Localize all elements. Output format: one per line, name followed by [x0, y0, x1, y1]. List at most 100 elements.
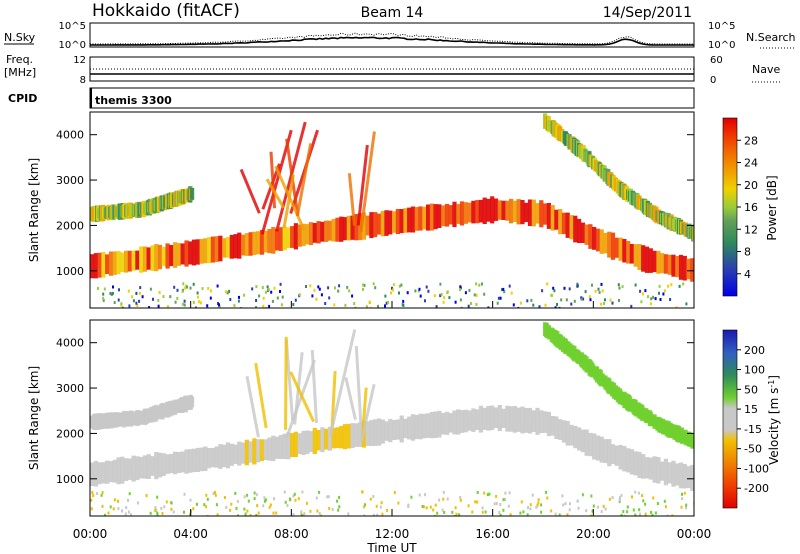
velocity-cell [537, 501, 540, 505]
power-cell [233, 234, 238, 259]
power-cell [475, 200, 480, 224]
power-arc [356, 144, 369, 226]
velocity-cell [504, 491, 507, 495]
power-cell [464, 291, 467, 295]
noise-sky-label: N.Sky [4, 31, 36, 44]
power-cell [538, 305, 541, 308]
velocity-cell [104, 513, 106, 516]
velocity-cell [690, 464, 694, 491]
velocity-cell [437, 410, 442, 438]
power-cell [346, 285, 349, 289]
velocity-cell [229, 443, 234, 466]
velocity-cell [438, 498, 441, 502]
velocity-cell [107, 511, 110, 515]
velocity-cell [568, 508, 571, 512]
power-cell [576, 282, 579, 286]
velocity-cell [172, 510, 175, 514]
power-cell [334, 286, 336, 290]
velocity-cell [481, 506, 484, 510]
velocity-cell [452, 410, 457, 435]
nave-tick-top: 60 [710, 55, 723, 66]
power-arc [295, 143, 313, 217]
velocity-cell [386, 508, 389, 512]
power-cell [354, 214, 359, 241]
power-cell [196, 291, 199, 295]
power-cell [225, 290, 227, 294]
velocity-cell [685, 503, 688, 507]
velocity-cell [650, 511, 653, 514]
power-cell [459, 285, 462, 289]
velocity-cell [315, 496, 318, 500]
velocity-cell [161, 512, 164, 515]
velocity-cell [165, 454, 170, 474]
velocity-cell [467, 410, 472, 431]
velocity-cell [441, 412, 446, 435]
power-cell [603, 232, 608, 254]
velocity-cell [634, 490, 637, 494]
velocity-cell [108, 461, 114, 483]
power-cell [312, 223, 317, 243]
velocity-cell [320, 427, 325, 453]
velocity-cell [243, 507, 246, 511]
velocity-cell [267, 437, 272, 461]
power-colorbar-ticks: 28 24 20 16 12 8 4 [737, 134, 758, 281]
power-cell [261, 286, 264, 289]
velocity-cell [142, 455, 148, 479]
power-cell [550, 293, 553, 297]
power-panel: 1000 2000 3000 4000 Slant Range [km] 28 24 20… [27, 111, 779, 309]
velocity-cell [90, 498, 93, 502]
velocity-cell [531, 410, 536, 432]
velocity-cell [326, 495, 329, 499]
velocity-cell [320, 514, 323, 516]
velocity-cell [641, 494, 644, 498]
velocity-cell [497, 405, 502, 432]
power-cell [633, 244, 638, 267]
velocity-cell [498, 511, 501, 514]
velocity-cell [499, 503, 502, 506]
power-cell [373, 212, 378, 238]
velocity-cell [629, 449, 634, 475]
velocity-cell [384, 421, 389, 441]
velocity-cell [263, 439, 268, 460]
velocity-cell [508, 491, 511, 495]
velocity-cell [150, 456, 155, 476]
power-cell [368, 300, 371, 304]
power-cell [358, 213, 363, 241]
velocity-cell [283, 490, 286, 494]
power-cell [195, 239, 200, 265]
noise-search-trace [90, 32, 694, 45]
velocity-cell [652, 456, 657, 483]
cpid-panel: CPID themis 3300 [8, 87, 695, 109]
velocity-arc [289, 371, 315, 423]
velocity-cell [681, 497, 684, 501]
velocity-cell [436, 511, 439, 515]
velocity-cell [639, 512, 641, 516]
range-tick-label: 3000 [56, 382, 84, 395]
noise-tick-bottom-right: 10^0 [708, 40, 735, 51]
velocity-cell [338, 505, 341, 509]
velocity-cell [588, 432, 593, 457]
velocity-cell [264, 498, 267, 502]
power-cell [531, 199, 536, 227]
velocity-cell [546, 411, 551, 437]
power-cell [207, 287, 210, 290]
velocity-cell [543, 411, 548, 433]
velocity-cell [190, 396, 195, 407]
velocity-cell [529, 503, 532, 507]
velocity-cell [271, 435, 276, 462]
velocity-cell [671, 460, 676, 487]
power-cell [218, 235, 223, 262]
power-cell [372, 282, 375, 286]
velocity-cell [373, 419, 378, 446]
power-cell [512, 200, 517, 222]
velocity-cell [626, 510, 629, 514]
power-cell [280, 303, 283, 307]
velocity-cell [222, 444, 227, 468]
velocity-cell [434, 503, 437, 507]
range-tick-label: 2000 [56, 427, 84, 440]
velocity-cell [519, 511, 522, 515]
velocity-cell [520, 500, 523, 504]
velocity-cell [369, 497, 372, 501]
velocity-cell [686, 466, 691, 489]
power-cell [459, 288, 461, 292]
